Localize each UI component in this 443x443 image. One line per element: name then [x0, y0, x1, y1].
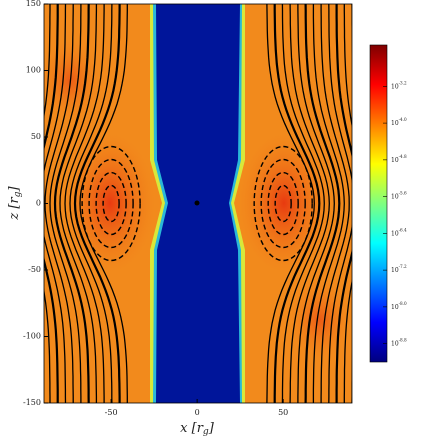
y-tick-label: -100: [23, 332, 41, 341]
field-line: [59, 4, 98, 403]
field-line: [273, 4, 321, 403]
colorbar-tick-label: 10-4.0: [391, 117, 407, 127]
field-loop: [260, 158, 306, 249]
colorbar-tick-label: 10-5.6: [391, 191, 407, 201]
field-line: [304, 4, 341, 403]
colorbar-tick-label: 10-8.0: [391, 301, 407, 311]
field-loop: [95, 171, 127, 236]
field-loop: [274, 184, 292, 223]
heatmap: [44, 4, 352, 403]
hot-region: [44, 40, 100, 120]
field-line: [297, 4, 335, 403]
field-line: [320, 4, 350, 403]
field-line: [53, 4, 90, 403]
colorbar-tick-label: 10-3.2: [391, 80, 407, 90]
field-line: [49, 4, 82, 403]
colorbar-tick-label: 10-7.2: [391, 264, 407, 274]
x-tick-label: 50: [278, 408, 288, 417]
black-hole: [194, 200, 200, 206]
y-tick-label: -50: [28, 265, 41, 274]
field-line: [328, 4, 352, 403]
x-tick-label: -50: [105, 408, 118, 417]
field-line: [289, 4, 330, 403]
field-loop: [81, 145, 141, 262]
field-line: [266, 4, 315, 403]
y-tick-label: -150: [23, 398, 41, 407]
y-tick-label: 100: [26, 66, 41, 75]
field-line: [335, 4, 352, 403]
colorbar: [369, 44, 388, 363]
y-tick-label: 150: [26, 0, 41, 8]
y-tick-label: 50: [31, 132, 41, 141]
field-line: [281, 4, 325, 403]
x-axis-label: x [rg]: [180, 421, 215, 437]
y-tick-label: 0: [36, 199, 41, 208]
hot-region: [65, 133, 155, 273]
field-loop: [88, 158, 134, 249]
field-loop: [102, 184, 120, 223]
x-tick-label: 0: [195, 408, 200, 417]
field-line: [44, 4, 51, 403]
y-axis-label: z [rg]: [7, 185, 23, 220]
field-line: [64, 4, 105, 403]
field-line: [44, 4, 67, 403]
field-loop: [253, 145, 313, 262]
field-line: [44, 4, 59, 403]
field-line: [312, 4, 345, 403]
field-line: [73, 4, 121, 403]
colorbar-tick-label: 10-8.8: [391, 338, 407, 348]
field-line: [351, 4, 352, 403]
field-line: [343, 4, 352, 403]
hot-region: [239, 133, 329, 273]
colorbar-tick-label: 10-6.4: [391, 227, 407, 237]
field-line: [79, 4, 128, 403]
field-loop: [267, 171, 299, 236]
field-line: [69, 4, 113, 403]
colorbar-tick-label: 10-4.8: [391, 154, 407, 164]
